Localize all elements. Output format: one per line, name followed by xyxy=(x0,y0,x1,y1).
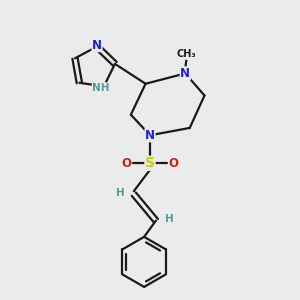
Text: H: H xyxy=(116,188,125,198)
Text: O: O xyxy=(122,157,131,170)
Text: S: S xyxy=(145,156,155,170)
Text: N: N xyxy=(180,67,190,80)
Text: O: O xyxy=(169,157,178,170)
Text: N: N xyxy=(92,39,102,52)
Text: CH₃: CH₃ xyxy=(177,49,197,59)
Text: H: H xyxy=(165,214,173,224)
Text: N: N xyxy=(145,129,155,142)
Text: NH: NH xyxy=(92,83,110,93)
